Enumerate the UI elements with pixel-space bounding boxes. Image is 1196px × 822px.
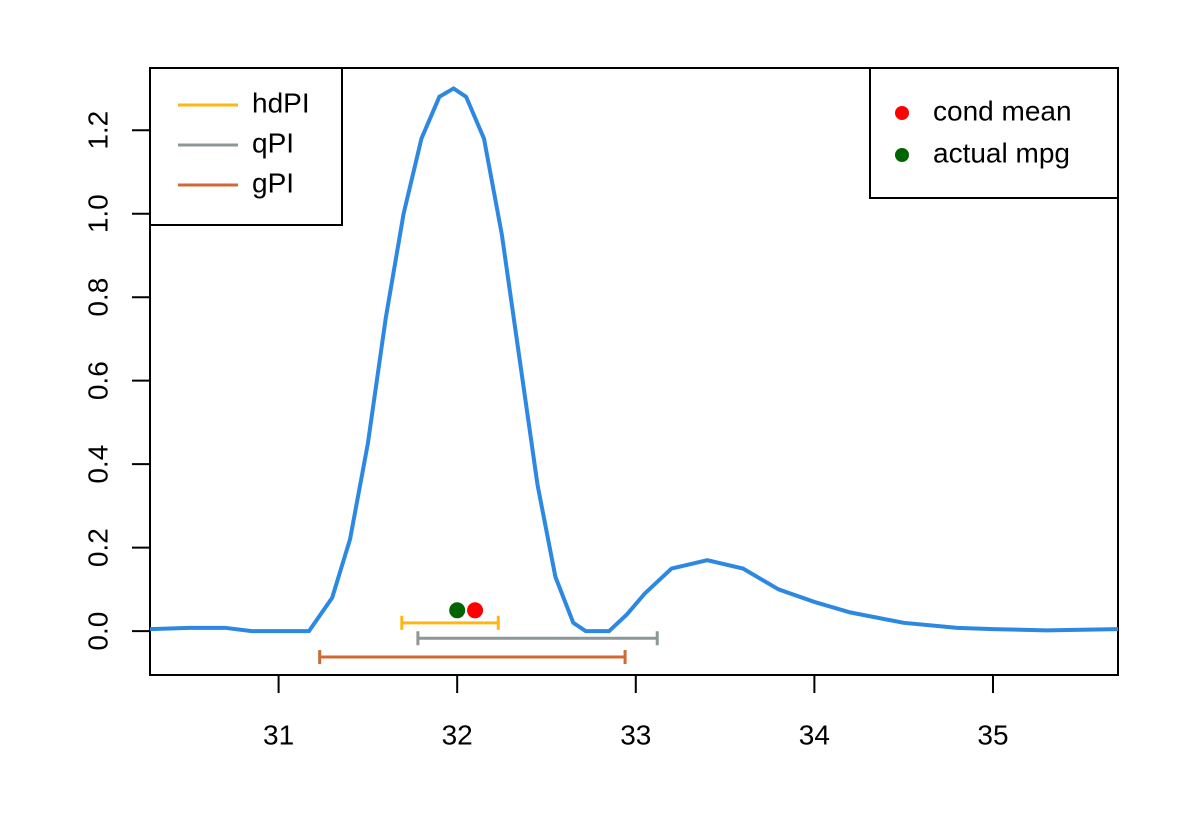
legend-label: gPI (252, 167, 294, 198)
legend-label: cond mean (933, 95, 1072, 126)
point (449, 602, 466, 619)
legend-swatch (895, 106, 909, 120)
y-tick-label: 1.0 (82, 194, 113, 233)
x-tick-label: 33 (620, 719, 651, 750)
y-tick-label: 1.2 (82, 111, 113, 150)
legend-box (869, 67, 1119, 199)
point (467, 602, 484, 619)
y-tick-label: 0.4 (82, 445, 113, 484)
density-line (150, 86, 1118, 634)
y-tick-label: 0.6 (82, 361, 113, 400)
x-tick-label: 32 (442, 719, 473, 750)
legend-label: qPI (252, 127, 294, 158)
x-tick-label: 35 (977, 719, 1008, 750)
y-tick-label: 0.2 (82, 528, 113, 567)
y-tick-label: 0.0 (82, 612, 113, 651)
legend-label: actual mpg (933, 137, 1070, 168)
legend-label: hdPI (252, 87, 310, 118)
x-tick-label: 34 (799, 719, 830, 750)
y-tick-label: 0.8 (82, 278, 113, 317)
legend-swatch (895, 148, 909, 162)
x-tick-label: 31 (263, 719, 294, 750)
